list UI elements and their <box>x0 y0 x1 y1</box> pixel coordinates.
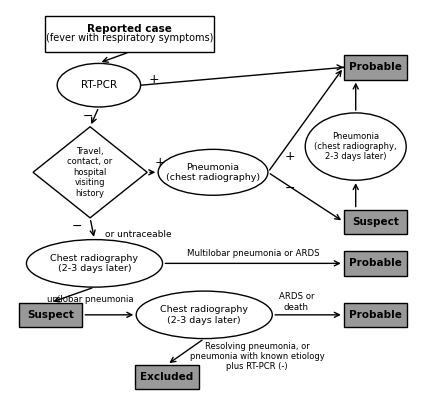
FancyBboxPatch shape <box>344 303 407 327</box>
Text: Probable: Probable <box>349 62 402 72</box>
Text: Probable: Probable <box>349 310 402 320</box>
Text: Suspect: Suspect <box>27 310 74 320</box>
Text: +: + <box>155 156 166 169</box>
Text: −: − <box>72 220 82 233</box>
Text: or untraceable: or untraceable <box>105 230 172 239</box>
Ellipse shape <box>26 240 163 287</box>
FancyBboxPatch shape <box>45 16 214 52</box>
Text: Travel,
contact, or
hospital
visiting
history: Travel, contact, or hospital visiting hi… <box>68 147 113 198</box>
Text: Probable: Probable <box>349 259 402 268</box>
FancyBboxPatch shape <box>344 251 407 276</box>
FancyBboxPatch shape <box>344 210 407 234</box>
Text: (fever with respiratory symptoms): (fever with respiratory symptoms) <box>46 33 213 43</box>
Text: −: − <box>82 110 93 123</box>
Text: Suspect: Suspect <box>352 217 399 227</box>
Ellipse shape <box>305 113 406 180</box>
Text: Pneumonia
(chest radiography): Pneumonia (chest radiography) <box>166 162 260 182</box>
Text: +: + <box>148 73 159 86</box>
FancyBboxPatch shape <box>19 303 82 327</box>
FancyBboxPatch shape <box>344 55 407 80</box>
Text: RT-PCR: RT-PCR <box>81 80 117 90</box>
Text: Pneumonia
(chest radiography,
2-3 days later): Pneumonia (chest radiography, 2-3 days l… <box>314 132 397 162</box>
Text: +: + <box>284 150 295 163</box>
Text: −: − <box>284 182 295 195</box>
Polygon shape <box>33 127 147 218</box>
Text: Reported case: Reported case <box>87 24 172 34</box>
FancyBboxPatch shape <box>135 365 199 389</box>
Ellipse shape <box>136 291 272 339</box>
Text: unilobar pneumonia: unilobar pneumonia <box>47 295 134 303</box>
Text: Multilobar pneumonia or ARDS: Multilobar pneumonia or ARDS <box>187 249 319 258</box>
Ellipse shape <box>57 63 141 107</box>
Text: Chest radiography
(2-3 days later): Chest radiography (2-3 days later) <box>160 305 248 324</box>
Text: Resolving pneumonia, or
pneumonia with known etiology
plus RT-PCR (-): Resolving pneumonia, or pneumonia with k… <box>190 341 324 371</box>
Text: Excluded: Excluded <box>140 372 194 382</box>
Text: Chest radiography
(2-3 days later): Chest radiography (2-3 days later) <box>51 254 138 273</box>
Ellipse shape <box>158 149 268 195</box>
Text: ARDS or
death: ARDS or death <box>279 292 314 312</box>
